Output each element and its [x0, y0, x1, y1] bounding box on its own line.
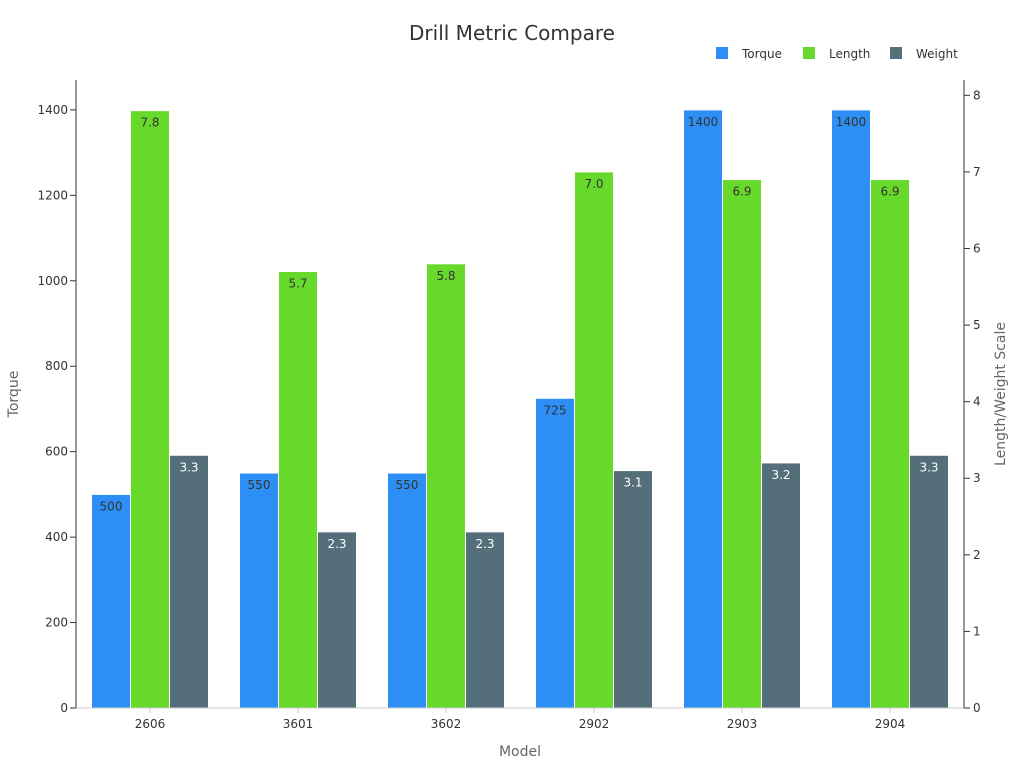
data-label-weight-3601: 2.3	[327, 537, 346, 551]
bar-weight-2904	[909, 454, 949, 709]
y2-tick-label: 8	[973, 88, 981, 102]
bar-torque-2904	[831, 109, 871, 709]
bars	[91, 109, 949, 709]
data-label-length-2606: 7.8	[140, 116, 159, 130]
bar-length-2902	[574, 171, 614, 709]
y2-tick-label: 1	[973, 624, 981, 638]
y-tick-label: 800	[45, 359, 68, 373]
legend-label-weight: Weight	[916, 47, 958, 61]
y2-tick-label: 0	[973, 701, 981, 715]
axes: 0 200 400 600 800 1000 1200 1400 0 1 2 3 4 5 6 7 8 2606 36…	[37, 80, 981, 731]
data-label-length-3602: 5.8	[436, 269, 455, 283]
data-label-torque-2903: 1400	[688, 115, 719, 129]
data-label-torque-3601: 550	[248, 478, 271, 492]
x-tick-label: 3602	[431, 717, 462, 731]
bar-torque-2902	[535, 397, 575, 709]
bar-weight-2902	[613, 470, 653, 709]
y-tick-label: 200	[45, 616, 68, 630]
bar-torque-3602	[387, 472, 427, 709]
x-tick-label: 2606	[135, 717, 166, 731]
legend-swatch-weight	[890, 47, 902, 59]
data-label-torque-2904: 1400	[836, 115, 867, 129]
bar-length-3601	[278, 270, 318, 709]
legend: Torque Length Weight	[716, 47, 958, 61]
data-label-torque-3602: 550	[396, 478, 419, 492]
data-label-torque-2902: 725	[544, 403, 567, 417]
bar-length-2903	[722, 179, 762, 709]
data-label-weight-2903: 3.2	[771, 468, 790, 482]
y2-axis-title: Length/Weight Scale	[993, 322, 1009, 466]
data-label-weight-2606: 3.3	[179, 460, 198, 474]
bar-length-2606	[130, 110, 170, 709]
y2-tick-label: 4	[973, 395, 981, 409]
x-tick-label: 2904	[875, 717, 906, 731]
data-label-torque-2606: 500	[100, 499, 123, 513]
y-tick-label: 400	[45, 530, 68, 544]
legend-label-torque: Torque	[741, 47, 782, 61]
data-label-length-2904: 6.9	[880, 185, 899, 199]
x-tick-label: 2903	[727, 717, 758, 731]
y2-tick-label: 3	[973, 471, 981, 485]
y2-tick-label: 6	[973, 241, 981, 255]
legend-label-length: Length	[829, 47, 870, 61]
x-tick-label: 3601	[283, 717, 314, 731]
legend-swatch-torque	[716, 47, 728, 59]
y-tick-label: 1200	[37, 188, 68, 202]
bar-length-2904	[870, 179, 910, 709]
y2-tick-label: 5	[973, 318, 981, 332]
data-label-weight-2904: 3.3	[919, 460, 938, 474]
y-axis-title: Torque	[6, 371, 22, 419]
data-label-weight-3602: 2.3	[475, 537, 494, 551]
y-tick-label: 1000	[37, 274, 68, 288]
x-axis-title: Model	[499, 744, 541, 760]
y-tick-label: 0	[60, 701, 68, 715]
data-label-length-2903: 6.9	[732, 185, 751, 199]
x-tick-label: 2902	[579, 717, 610, 731]
data-label-length-3601: 5.7	[288, 276, 307, 290]
bar-torque-2903	[683, 109, 723, 709]
legend-swatch-length	[803, 47, 815, 59]
y-tick-label: 600	[45, 445, 68, 459]
bar-weight-3602	[465, 531, 505, 709]
data-label-weight-2902: 3.1	[623, 476, 642, 490]
chart-title: Drill Metric Compare	[409, 21, 615, 45]
data-labels: 500 550 550 725 1400 1400 7.8 5.7 5.8 7.0 6.9 6.9 3.…	[100, 115, 939, 551]
bar-torque-2606	[91, 493, 131, 709]
bar-weight-2903	[761, 462, 801, 709]
y2-tick-label: 2	[973, 548, 981, 562]
bar-length-3602	[426, 263, 466, 709]
bar-weight-2606	[169, 454, 209, 709]
y2-tick-label: 7	[973, 165, 981, 179]
data-label-length-2902: 7.0	[584, 177, 603, 191]
bar-weight-3601	[317, 531, 357, 709]
y-tick-label: 1400	[37, 103, 68, 117]
bar-torque-3601	[239, 472, 279, 709]
